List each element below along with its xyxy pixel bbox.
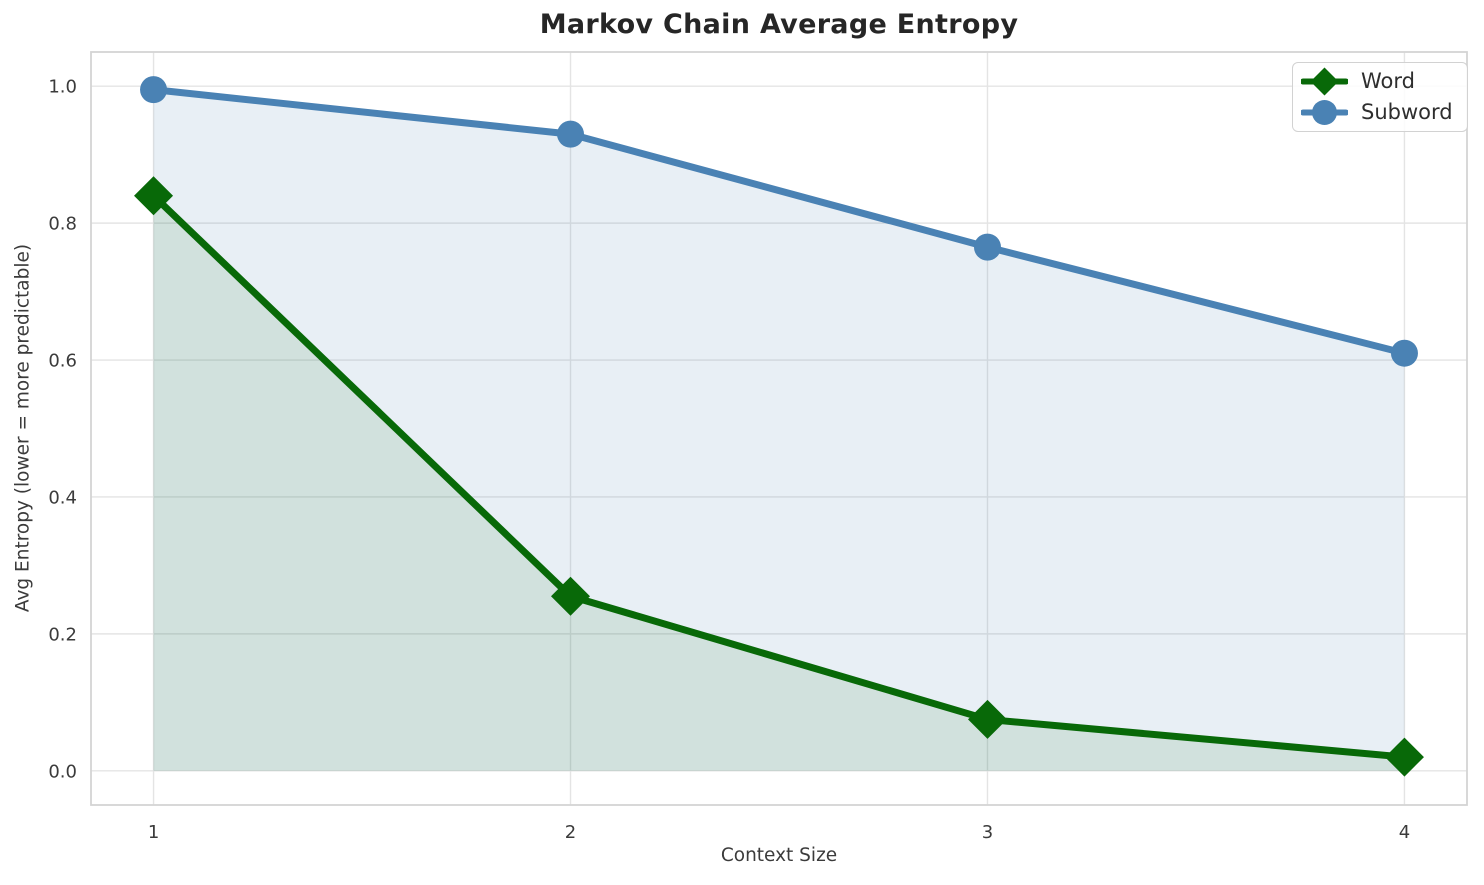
x-axis-label: Context Size (720, 845, 838, 866)
legend-label-word: Word (1361, 69, 1415, 93)
legend: Word Subword (1292, 62, 1468, 132)
subword-marker-1 (140, 76, 168, 104)
y-tick-label-0.2: 0.2 (48, 624, 77, 645)
word-line (150, 192, 1408, 761)
legend-item-word: Word (1301, 66, 1453, 97)
word-marker-2 (551, 576, 591, 616)
subword-marker-4 (1390, 339, 1418, 367)
word-diamond-icon (1301, 67, 1348, 96)
y-tick-label-0.8: 0.8 (48, 214, 77, 235)
word-marker-4 (1384, 737, 1424, 777)
chart-title: Markov Chain Average Entropy (539, 9, 1019, 40)
y-axis-label: Avg Entropy (lower = more predictable) (12, 243, 34, 613)
subword-marker-2 (557, 120, 585, 148)
word-marker-3 (967, 699, 1007, 739)
legend-item-subword: Subword (1301, 97, 1453, 128)
y-tick-label-1.0: 1.0 (48, 77, 77, 98)
legend-label-subword: Subword (1361, 100, 1453, 124)
plot-border (90, 51, 1468, 806)
x-tick-label-1: 1 (148, 822, 159, 843)
x-tick-label-2: 2 (565, 822, 576, 843)
x-tick-label-3: 3 (982, 822, 993, 843)
y-tick-label-0.0: 0.0 (48, 761, 77, 782)
subword-circle-icon (1301, 100, 1348, 125)
y-tick-label-0.6: 0.6 (48, 351, 77, 372)
word-marker-1 (134, 176, 174, 216)
x-tick-label-4: 4 (1399, 822, 1410, 843)
y-tick-label-0.4: 0.4 (48, 487, 77, 508)
subword-line (150, 86, 1408, 357)
subword-marker-3 (973, 233, 1001, 261)
word-area (153, 195, 1405, 771)
subword-area (153, 89, 1405, 771)
